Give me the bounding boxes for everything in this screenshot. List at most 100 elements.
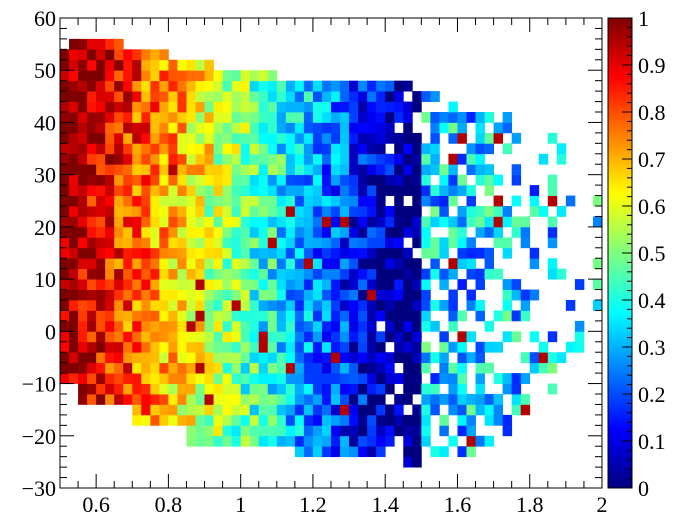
heatmap-cell [556, 268, 567, 280]
heatmap-cell [159, 132, 169, 144]
heatmap-cell [105, 91, 115, 102]
heatmap-cell [195, 373, 205, 384]
heatmap-cell [285, 80, 296, 92]
heatmap-cell [114, 383, 124, 395]
heatmap-cell [240, 143, 251, 155]
heatmap-cell [358, 320, 368, 332]
heatmap-cell [349, 279, 359, 290]
heatmap-cell [249, 320, 260, 332]
heatmap-cell [213, 341, 223, 353]
heatmap-cell [303, 331, 314, 343]
heatmap-cell [439, 247, 449, 259]
heatmap-cell [231, 310, 242, 322]
heatmap-cell [150, 195, 160, 207]
heatmap-cell [159, 383, 169, 395]
heatmap-cell [141, 226, 151, 238]
heatmap-cell [484, 404, 494, 416]
heatmap-cell [96, 258, 106, 270]
heatmap-cell [177, 320, 187, 332]
heatmap-cell [114, 216, 124, 228]
heatmap-cell [303, 226, 314, 238]
heatmap-cell [502, 310, 513, 322]
heatmap-cell [123, 341, 133, 353]
heatmap-cell [358, 331, 368, 343]
heatmap-cell [186, 320, 196, 332]
heatmap-cell [87, 320, 97, 332]
heatmap-cell [150, 373, 160, 384]
heatmap-cell [60, 80, 70, 92]
heatmap-cell [376, 164, 386, 176]
heatmap-cell [276, 101, 287, 113]
heatmap-cell [466, 268, 476, 280]
heatmap-cell [186, 91, 196, 102]
heatmap-cell [168, 122, 178, 134]
heatmap-cell [78, 341, 88, 353]
heatmap-cell [186, 153, 196, 165]
heatmap-cell [159, 279, 169, 290]
heatmap-cell [303, 362, 314, 374]
heatmap-cell [141, 112, 151, 123]
heatmap-cell [258, 383, 269, 395]
heatmap-cell [303, 414, 314, 426]
heatmap-cell [132, 101, 142, 113]
heatmap-cell [123, 237, 133, 249]
heatmap-cell [222, 258, 233, 270]
heatmap-cell [177, 383, 187, 395]
heatmap-cell [267, 352, 278, 364]
heatmap-cell [186, 435, 196, 447]
heatmap-cell [412, 310, 422, 322]
heatmap-cell [240, 394, 251, 405]
heatmap-cell [141, 174, 151, 186]
heatmap-cell [394, 394, 404, 405]
heatmap-cell [186, 247, 196, 259]
heatmap-cell [132, 174, 142, 186]
heatmap-cell [258, 414, 269, 426]
heatmap-cell [294, 289, 305, 301]
heatmap-cell [168, 206, 178, 217]
heatmap-cell [60, 362, 70, 374]
heatmap-cell [285, 122, 296, 134]
heatmap-cell [240, 122, 251, 134]
heatmap-cell [213, 331, 223, 343]
heatmap-cell [358, 206, 368, 217]
heatmap-cell [421, 143, 431, 155]
heatmap-cell [159, 414, 169, 426]
y-tick-label: 0 [45, 319, 56, 344]
heatmap-cell [222, 185, 233, 196]
heatmap-cell [141, 373, 151, 384]
heatmap-cell [186, 132, 196, 144]
heatmap-cell [276, 383, 287, 395]
heatmap-cell [150, 341, 160, 353]
heatmap-cell [340, 80, 350, 92]
heatmap-cell [321, 185, 332, 196]
heatmap-cell [493, 414, 504, 426]
heatmap-cell [421, 394, 431, 405]
heatmap-cell [556, 352, 567, 364]
heatmap-cell [105, 268, 115, 280]
heatmap-cell [538, 352, 549, 364]
heatmap-cell [303, 341, 314, 353]
heatmap-cell [249, 247, 260, 259]
heatmap-cell [168, 414, 178, 426]
heatmap-cell [294, 143, 305, 155]
heatmap-cell [204, 247, 214, 259]
heatmap-cell [457, 425, 467, 437]
heatmap-cell [294, 404, 305, 416]
heatmap-cell [421, 289, 431, 301]
heatmap-cell [294, 362, 305, 374]
heatmap-cell [186, 414, 196, 426]
heatmap-cell [312, 216, 323, 228]
heatmap-cell [249, 174, 260, 186]
heatmap-cell [475, 341, 485, 353]
heatmap-cell [87, 70, 97, 82]
heatmap-cell [529, 352, 540, 364]
heatmap-cell [394, 216, 404, 228]
heatmap-cell [394, 164, 404, 176]
heatmap-cell [141, 216, 151, 228]
heatmap-cell [475, 352, 485, 364]
heatmap-cell [294, 80, 305, 92]
heatmap-cell [321, 320, 332, 332]
heatmap-cell [105, 80, 115, 92]
heatmap-cell [349, 195, 359, 207]
heatmap-cell [105, 289, 115, 301]
